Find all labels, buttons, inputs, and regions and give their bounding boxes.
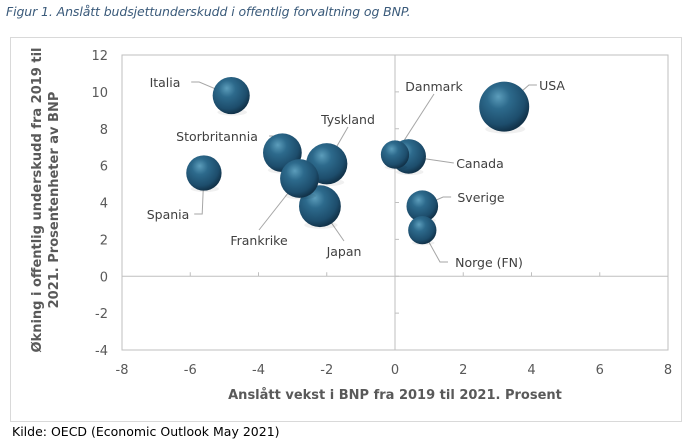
bubble-label: Canada — [456, 156, 504, 171]
bubble-label: Japan — [326, 244, 362, 259]
x-tick-label: 6 — [596, 363, 604, 378]
x-tick-label: 0 — [391, 363, 399, 378]
bubble-label: USA — [539, 78, 565, 93]
x-tick-label: 2 — [459, 363, 467, 378]
x-tick-label: -8 — [116, 363, 129, 378]
y-tick-label: 0 — [100, 270, 108, 285]
y-tick-label: 4 — [100, 197, 108, 212]
bubble-label: Norge (FN) — [455, 255, 523, 270]
y-tick-label: 6 — [100, 160, 108, 175]
bubble-sverige — [406, 190, 439, 222]
bubble-label: Tyskland — [320, 112, 375, 127]
y-axis-title-line-1: Økning i offentlig underskudd fra 2019 t… — [30, 48, 45, 353]
y-tick-label: 10 — [91, 86, 108, 101]
bubble-label: Frankrike — [230, 233, 288, 248]
bubble-spania — [186, 155, 222, 191]
x-tick-label: -6 — [184, 363, 197, 378]
bubble-italia — [212, 77, 250, 115]
x-tick-label: 4 — [527, 363, 535, 378]
x-axis-title: Anslått vekst i BNP fra 2019 til 2021. P… — [228, 388, 562, 403]
y-tick-label: 8 — [100, 123, 108, 138]
x-tick-label: 8 — [664, 363, 672, 378]
bubble-label: Spania — [147, 207, 190, 222]
bubble-label: Italia — [150, 75, 181, 90]
x-tick-label: -4 — [252, 363, 265, 378]
bubble-frankrike — [280, 159, 319, 198]
bubble-danmark — [380, 140, 410, 169]
figure-title: Figur 1. Anslått budsjettunderskudd i of… — [6, 4, 411, 19]
x-tick-label: -2 — [320, 363, 333, 378]
chart-frame — [10, 37, 682, 422]
y-axis-title-line-2: 2021. Prosentenheter av BNP — [47, 92, 62, 309]
bubble-label: Storbritannia — [176, 129, 258, 144]
bubble-norge-fn — [408, 216, 437, 245]
bubble-label: Danmark — [405, 79, 463, 94]
y-tick-label: 2 — [100, 233, 108, 248]
y-tick-label: -4 — [95, 344, 108, 359]
y-tick-label: -2 — [95, 307, 108, 322]
bubble-japan — [299, 185, 341, 228]
y-tick-label: 12 — [91, 49, 108, 64]
source-note: Kilde: OECD (Economic Outlook May 2021) — [12, 424, 280, 439]
bubble-label: Sverige — [457, 190, 505, 205]
bubble-usa — [479, 81, 530, 132]
